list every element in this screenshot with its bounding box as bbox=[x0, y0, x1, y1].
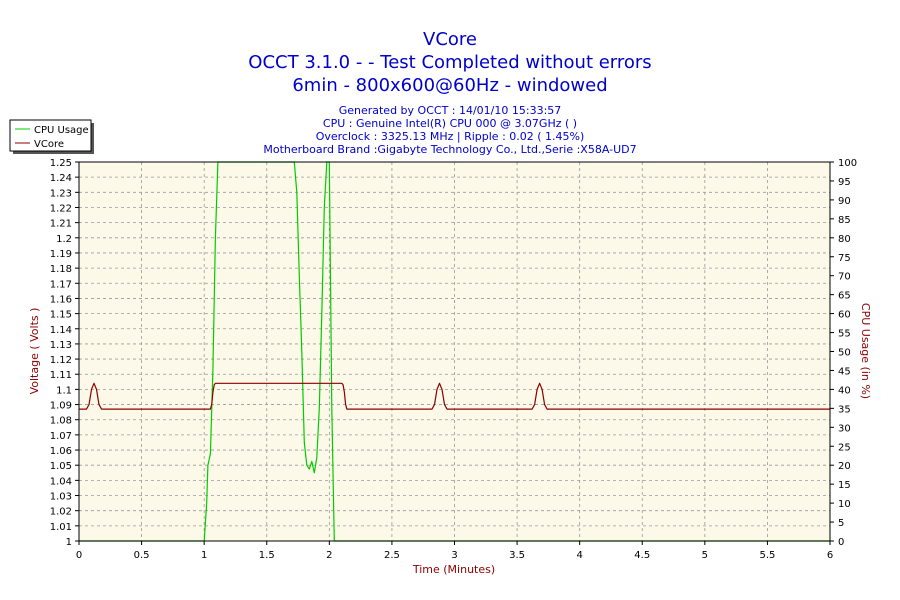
legend-label-vcore: VCore bbox=[34, 139, 64, 150]
plot-area bbox=[79, 162, 830, 541]
y-left-tick-label: 1.06 bbox=[50, 446, 72, 457]
y-left-tick-label: 1.17 bbox=[50, 279, 72, 290]
y-left-tick-label: 1.22 bbox=[50, 203, 72, 214]
x-tick-label: 1 bbox=[201, 550, 207, 561]
y-left-tick-label: 1.23 bbox=[50, 188, 72, 199]
x-tick-label: 2 bbox=[326, 550, 332, 561]
y-right-tick-label: 75 bbox=[838, 253, 851, 264]
y-right-tick-label: 45 bbox=[838, 366, 851, 377]
y-right-tick-label: 40 bbox=[838, 385, 851, 396]
y-right-tick-label: 95 bbox=[838, 177, 851, 188]
y-left-tick-label: 1.09 bbox=[50, 401, 72, 412]
x-tick-label: 6 bbox=[827, 550, 833, 561]
info-overclock: Overclock : 3325.13 MHz | Ripple : 0.02 … bbox=[316, 130, 585, 143]
y-right-tick-label: 50 bbox=[838, 348, 851, 359]
info-cpu: CPU : Genuine Intel(R) CPU 000 @ 3.07GHz… bbox=[323, 117, 577, 130]
x-axis-label: Time (Minutes) bbox=[412, 563, 495, 576]
y-left-tick-label: 1.15 bbox=[50, 310, 72, 321]
y-left-tick-label: 1.02 bbox=[50, 507, 72, 518]
chart-subtitle-test: OCCT 3.1.0 - - Test Completed without er… bbox=[248, 52, 651, 73]
y-left-tick-label: 1.24 bbox=[50, 173, 72, 184]
legend-box bbox=[9, 119, 92, 152]
y-right-tick-label: 55 bbox=[838, 329, 851, 340]
info-generated: Generated by OCCT : 14/01/10 15:33:57 bbox=[339, 104, 562, 117]
y-left-tick-label: 1.03 bbox=[50, 492, 72, 503]
y-right-tick-label: 90 bbox=[838, 196, 851, 207]
y-right-tick-label: 100 bbox=[838, 158, 857, 169]
x-tick-label: 2.5 bbox=[384, 550, 400, 561]
y-left-tick-label: 1.14 bbox=[50, 325, 72, 336]
x-tick-label: 0.5 bbox=[134, 550, 150, 561]
y-axis-label-right: CPU Usage (in %) bbox=[859, 303, 872, 399]
series-line-vcore bbox=[79, 382, 830, 410]
gridlines bbox=[79, 162, 830, 541]
y-right-tick-label: 25 bbox=[838, 442, 851, 453]
x-tick-label: 3.5 bbox=[509, 550, 525, 561]
x-tick-label: 5.5 bbox=[759, 550, 775, 561]
y-left-tick-label: 1.12 bbox=[50, 355, 72, 366]
y-right-tick-label: 15 bbox=[838, 480, 851, 491]
y-left-tick-label: 1.16 bbox=[50, 294, 72, 305]
x-tick-label: 4.5 bbox=[634, 550, 650, 561]
y-left-tick-label: 1.11 bbox=[50, 370, 72, 381]
y-right-tick-label: 70 bbox=[838, 272, 851, 283]
info-motherboard: Motherboard Brand :Gigabyte Technology C… bbox=[263, 143, 636, 156]
y-left-tick-label: 1.2 bbox=[56, 234, 72, 245]
y-right-tick-label: 5 bbox=[838, 518, 844, 529]
x-tick-label: 4 bbox=[576, 550, 582, 561]
y-left-tick-label: 1.01 bbox=[50, 522, 72, 533]
axis-ticks: 1 1.01 1.02 1.03 1.04 1.05 1.06 1.07 1.08 1.09 1.1… bbox=[50, 158, 857, 561]
y-left-tick-label: 1.13 bbox=[50, 340, 72, 351]
y-left-tick-label: 1.04 bbox=[50, 476, 72, 487]
legend: CPU Usage VCore bbox=[9, 119, 94, 154]
y-left-tick-label: 1.21 bbox=[50, 219, 72, 230]
y-right-tick-label: 85 bbox=[838, 215, 851, 226]
y-axis-label-left: Voltage ( Volts ) bbox=[28, 308, 41, 395]
y-left-tick-label: 1.1 bbox=[56, 385, 72, 396]
legend-label-cpu-usage: CPU Usage bbox=[34, 125, 89, 136]
y-left-tick-label: 1.18 bbox=[50, 264, 72, 275]
y-left-tick-label: 1.25 bbox=[50, 158, 72, 169]
y-right-tick-label: 0 bbox=[838, 537, 844, 548]
x-tick-label: 5 bbox=[702, 550, 708, 561]
y-right-tick-label: 30 bbox=[838, 423, 851, 434]
y-left-tick-label: 1.05 bbox=[50, 461, 72, 472]
chart-title: VCore bbox=[423, 29, 477, 50]
y-left-tick-label: 1.07 bbox=[50, 431, 72, 442]
x-tick-label: 1.5 bbox=[259, 550, 275, 561]
y-right-tick-label: 60 bbox=[838, 310, 851, 321]
y-right-tick-label: 65 bbox=[838, 291, 851, 302]
y-left-tick-label: 1.08 bbox=[50, 416, 72, 427]
chart-subtitle-mode: 6min - 800x600@60Hz - windowed bbox=[292, 75, 607, 96]
x-tick-label: 0 bbox=[76, 550, 82, 561]
y-left-tick-label: 1 bbox=[66, 537, 72, 548]
y-right-tick-label: 20 bbox=[838, 461, 851, 472]
x-tick-label: 3 bbox=[451, 550, 457, 561]
y-right-tick-label: 35 bbox=[838, 404, 851, 415]
y-right-tick-label: 10 bbox=[838, 499, 851, 510]
y-left-tick-label: 1.19 bbox=[50, 249, 72, 260]
y-right-tick-label: 80 bbox=[838, 234, 851, 245]
